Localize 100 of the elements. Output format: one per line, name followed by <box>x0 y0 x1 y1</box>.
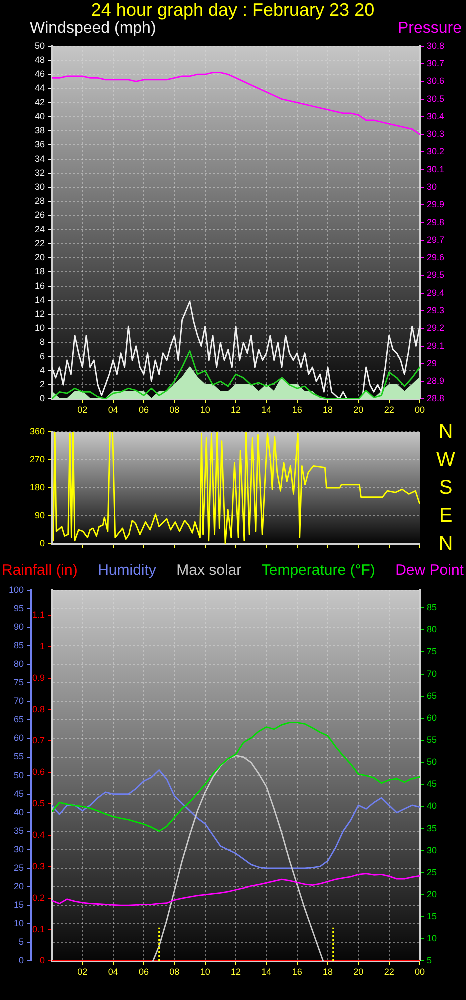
y2-tick-label: 29.6 <box>427 252 445 263</box>
y2-tick-label: 45 <box>427 779 438 790</box>
y-tick-label: 38 <box>34 126 45 136</box>
y2-tick-label: 80 <box>427 624 438 635</box>
y2-tick-label: 30.1 <box>427 164 445 174</box>
y2-tick-label: 29.1 <box>427 340 445 351</box>
x-tick-label: 20 <box>354 967 364 978</box>
y2-tick-label: 55 <box>427 734 438 745</box>
x-tick-label: 04 <box>108 405 118 416</box>
text: Humidity <box>98 561 156 581</box>
y-tick-label: 34 <box>34 154 45 164</box>
y-tick-label: 10 <box>14 918 24 929</box>
text: Dew Point <box>396 561 464 581</box>
y-tick-label: 12 <box>34 309 45 320</box>
y2-tick-label: 30.2 <box>427 146 445 157</box>
y2-tick-label: 85 <box>427 602 438 613</box>
y2-tick-label: 10 <box>427 934 438 944</box>
y-tick-label: 70 <box>14 696 24 706</box>
y3-tick-label: 1.1 <box>32 610 45 620</box>
y-tick-label: 90 <box>34 510 45 520</box>
y-tick-label: 48 <box>34 54 45 65</box>
y3-tick-label: 0.8 <box>32 704 45 714</box>
y-tick-label: 6 <box>40 351 45 362</box>
y-tick-label: 65 <box>14 714 24 725</box>
y2-tick-label: 30 <box>427 182 438 192</box>
x-tick-label: 02 <box>78 967 88 978</box>
y3-tick-label: 1 <box>40 641 45 652</box>
y-tick-label: 2 <box>40 380 45 390</box>
y3-tick-label: 0.4 <box>32 830 45 840</box>
y-axis-title: Windspeed (mph) <box>30 20 156 37</box>
x-tick-label: 06 <box>138 967 150 978</box>
y2-tick-label: 30.7 <box>427 58 445 69</box>
x-tick-label: 00 <box>414 967 426 978</box>
y-tick-label: 45 <box>14 788 24 799</box>
y-tick-label: 85 <box>14 640 24 651</box>
y2-tick-label: 30.4 <box>427 111 445 122</box>
text: S <box>439 476 453 500</box>
y-tick-label: 55 <box>14 752 24 762</box>
y-tick-label: 30 <box>34 182 45 192</box>
y2-tick-label: 20 <box>427 889 438 900</box>
text: N <box>438 532 454 556</box>
y2-tick-label: 30.5 <box>427 94 445 104</box>
y2-tick-label: 29.4 <box>427 288 445 298</box>
y2-axis-title: Pressure <box>398 20 462 37</box>
y-tick-label: 60 <box>14 733 24 744</box>
y2-tick-label: 35 <box>427 823 438 834</box>
x-tick-label: 18 <box>322 967 334 978</box>
y2-tick-label: 29 <box>427 358 438 368</box>
y-tick-label: 40 <box>34 111 45 122</box>
y-tick-label: 22 <box>34 238 45 248</box>
y-tick-label: 16 <box>34 280 45 291</box>
x-tick-label: 18 <box>322 405 334 416</box>
y-tick-label: 360 <box>30 426 45 436</box>
x-tick-label: 10 <box>200 967 210 978</box>
y-tick-label: 36 <box>34 140 45 150</box>
y-tick-label: 35 <box>14 826 24 836</box>
y-tick-label: 75 <box>14 678 24 688</box>
text: Rainfall (in) <box>2 561 78 581</box>
y2-tick-label: 29.9 <box>427 200 445 210</box>
y2-tick-label: 5 <box>427 956 432 966</box>
y2-tick-label: 30 <box>427 845 438 856</box>
text: Temperature (°F) <box>262 561 376 581</box>
y-tick-label: 8 <box>40 337 45 348</box>
x-tick-label: 04 <box>108 967 118 978</box>
x-tick-label: 08 <box>170 967 180 978</box>
y-tick-label: 20 <box>14 882 24 892</box>
y-tick-label: 50 <box>14 770 24 780</box>
x-tick-label: 16 <box>292 405 302 416</box>
x-tick-label: 00 <box>414 405 426 416</box>
y-tick-label: 180 <box>30 482 45 492</box>
y-tick-label: 15 <box>14 900 24 910</box>
x-tick-label: 06 <box>138 405 150 416</box>
y3-tick-label: 0.6 <box>32 767 45 778</box>
y-tick-label: 42 <box>34 97 45 108</box>
y-tick-label: 10 <box>34 323 45 334</box>
y-tick-label: 24 <box>34 224 45 234</box>
y-tick-label: 4 <box>40 365 45 376</box>
x-tick-label: 10 <box>200 405 210 416</box>
y-tick-label: 20 <box>34 252 45 263</box>
y2-tick-label: 75 <box>427 646 438 657</box>
text: E <box>439 504 453 528</box>
y-tick-label: 32 <box>34 168 45 178</box>
y-tick-label: 90 <box>14 622 24 632</box>
x-tick-label: 22 <box>384 967 394 978</box>
y2-tick-label: 25 <box>427 867 438 878</box>
y-tick-label: 25 <box>14 862 24 873</box>
y-tick-label: 100 <box>8 584 24 595</box>
y-tick-label: 46 <box>34 69 45 80</box>
y3-tick-label: 0.5 <box>32 798 45 809</box>
y2-tick-label: 29.2 <box>427 323 445 334</box>
chart-title: 24 hour graph day : February 23 20 <box>90 0 376 20</box>
y-tick-label: 18 <box>34 266 45 277</box>
y-tick-label: 50 <box>34 40 45 51</box>
y2-tick-label: 29.8 <box>427 217 445 228</box>
y3-tick-label: 0.1 <box>32 924 45 934</box>
y-tick-label: 0 <box>40 538 45 548</box>
y-tick-label: 40 <box>14 807 24 818</box>
x-tick-label: 22 <box>384 405 394 416</box>
x-tick-label: 16 <box>292 967 302 978</box>
y-tick-label: 0 <box>18 956 24 966</box>
